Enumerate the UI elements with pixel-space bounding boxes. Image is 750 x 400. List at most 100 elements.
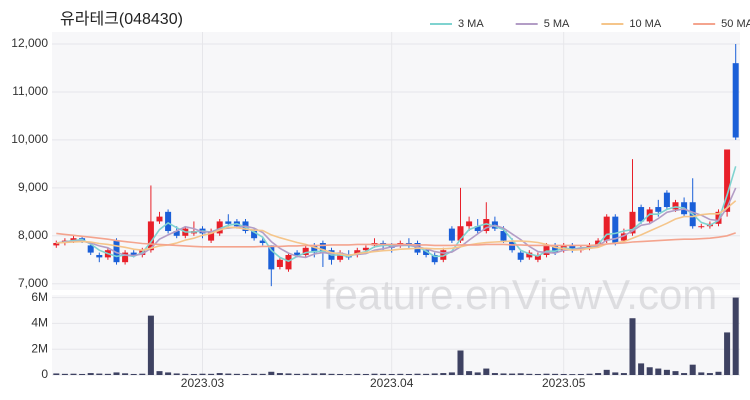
candle-body xyxy=(87,245,94,253)
y2-tick-label: 0 xyxy=(41,367,48,381)
y-tick-label: 11,000 xyxy=(12,84,48,98)
volume-bar xyxy=(225,373,232,375)
chart-title: 유라테크(048430) xyxy=(60,10,183,28)
volume-bar xyxy=(285,373,292,375)
volume-bar xyxy=(259,373,266,375)
volume-bar xyxy=(603,369,610,375)
candle-body xyxy=(474,226,481,232)
volume-bar xyxy=(156,371,163,375)
volume-bar xyxy=(552,373,559,375)
volume-bar xyxy=(328,373,335,375)
y2-tick-label: 2M xyxy=(31,341,48,355)
candle-body xyxy=(311,245,318,253)
watermark: feature.enViewV.com xyxy=(323,271,718,318)
volume-bar xyxy=(242,373,249,375)
y-tick-label: 9,000 xyxy=(18,180,48,194)
candle-body xyxy=(732,63,739,138)
candle-body xyxy=(96,254,103,258)
volume-bar xyxy=(689,364,696,375)
candle-body xyxy=(156,216,163,222)
volume-bar xyxy=(500,373,507,375)
candle-body xyxy=(251,231,258,239)
volume-bar xyxy=(294,373,301,375)
candle-body xyxy=(715,211,722,224)
volume-bar xyxy=(423,373,430,375)
legend-label: 3 MA xyxy=(458,18,484,30)
ma-line xyxy=(56,187,737,259)
candle-body xyxy=(122,252,129,263)
volume-bar xyxy=(646,367,653,375)
volume-bar xyxy=(345,374,352,375)
candle-body xyxy=(276,259,283,267)
volume-bar xyxy=(113,372,120,375)
volume-bar xyxy=(380,373,387,375)
candle-body xyxy=(294,252,301,255)
volume-bar xyxy=(560,373,567,375)
volume-bar xyxy=(311,373,318,375)
candle-body xyxy=(448,228,455,241)
volume-bar xyxy=(698,372,705,375)
candle-body xyxy=(569,245,576,251)
candle-body xyxy=(225,221,232,224)
candle-body xyxy=(53,243,60,246)
volume-bar xyxy=(509,373,516,375)
volume-bar xyxy=(483,368,490,375)
volume-bar xyxy=(190,373,197,375)
volume-bar xyxy=(620,373,627,375)
volume-bar xyxy=(53,373,60,375)
volume-bar xyxy=(371,373,378,375)
volume-bar xyxy=(534,373,541,375)
volume-bar xyxy=(431,373,438,375)
candle-body xyxy=(431,254,438,263)
legend-label: 50 MA xyxy=(721,18,750,30)
volume-bar xyxy=(466,371,473,375)
volume-bar xyxy=(61,373,68,375)
candle-body xyxy=(612,216,619,244)
volume-bar xyxy=(724,332,731,375)
candle-body xyxy=(466,221,473,227)
candle-body xyxy=(285,254,292,270)
candle-body xyxy=(440,250,447,260)
candle-body xyxy=(517,252,524,260)
volume-bar xyxy=(655,368,662,375)
volume-bar xyxy=(199,373,206,375)
volume-bar xyxy=(569,374,576,375)
candle-body xyxy=(663,192,670,208)
candle-body xyxy=(646,209,653,222)
volume-bar xyxy=(474,372,481,375)
candle-body xyxy=(552,245,559,253)
volume-bar xyxy=(715,371,722,375)
legend-label: 5 MA xyxy=(544,18,570,30)
volume-bar xyxy=(251,373,258,375)
volume-bar xyxy=(182,373,189,375)
candle-body xyxy=(620,233,627,241)
volume-bar xyxy=(104,373,111,375)
y-tick-label: 12,000 xyxy=(11,36,48,50)
volume-bar xyxy=(173,373,180,375)
volume-bar xyxy=(388,373,395,375)
ma-line xyxy=(56,232,736,248)
volume-bar xyxy=(577,373,584,375)
volume-bar xyxy=(337,373,344,375)
price-pane xyxy=(52,32,740,290)
volume-bar xyxy=(526,373,533,375)
candle-body xyxy=(268,245,275,270)
candle-body xyxy=(638,207,645,222)
volume-bar xyxy=(414,373,421,375)
candle-body xyxy=(534,254,541,260)
volume-bar xyxy=(87,373,94,375)
volume-bar xyxy=(79,373,86,375)
candle-body xyxy=(457,226,464,241)
candle-body xyxy=(208,231,215,241)
candle-body xyxy=(259,240,266,244)
candle-body xyxy=(70,238,77,241)
y2-tick-label: 6M xyxy=(31,290,48,304)
volume-bar xyxy=(147,315,154,375)
candle-body xyxy=(362,247,369,251)
candle-body xyxy=(173,231,180,236)
legend-label: 10 MA xyxy=(629,18,661,30)
volume-bar xyxy=(638,363,645,375)
volume-bar xyxy=(130,373,137,375)
y-tick-label: 7,000 xyxy=(18,276,48,290)
volume-bar xyxy=(233,373,240,375)
